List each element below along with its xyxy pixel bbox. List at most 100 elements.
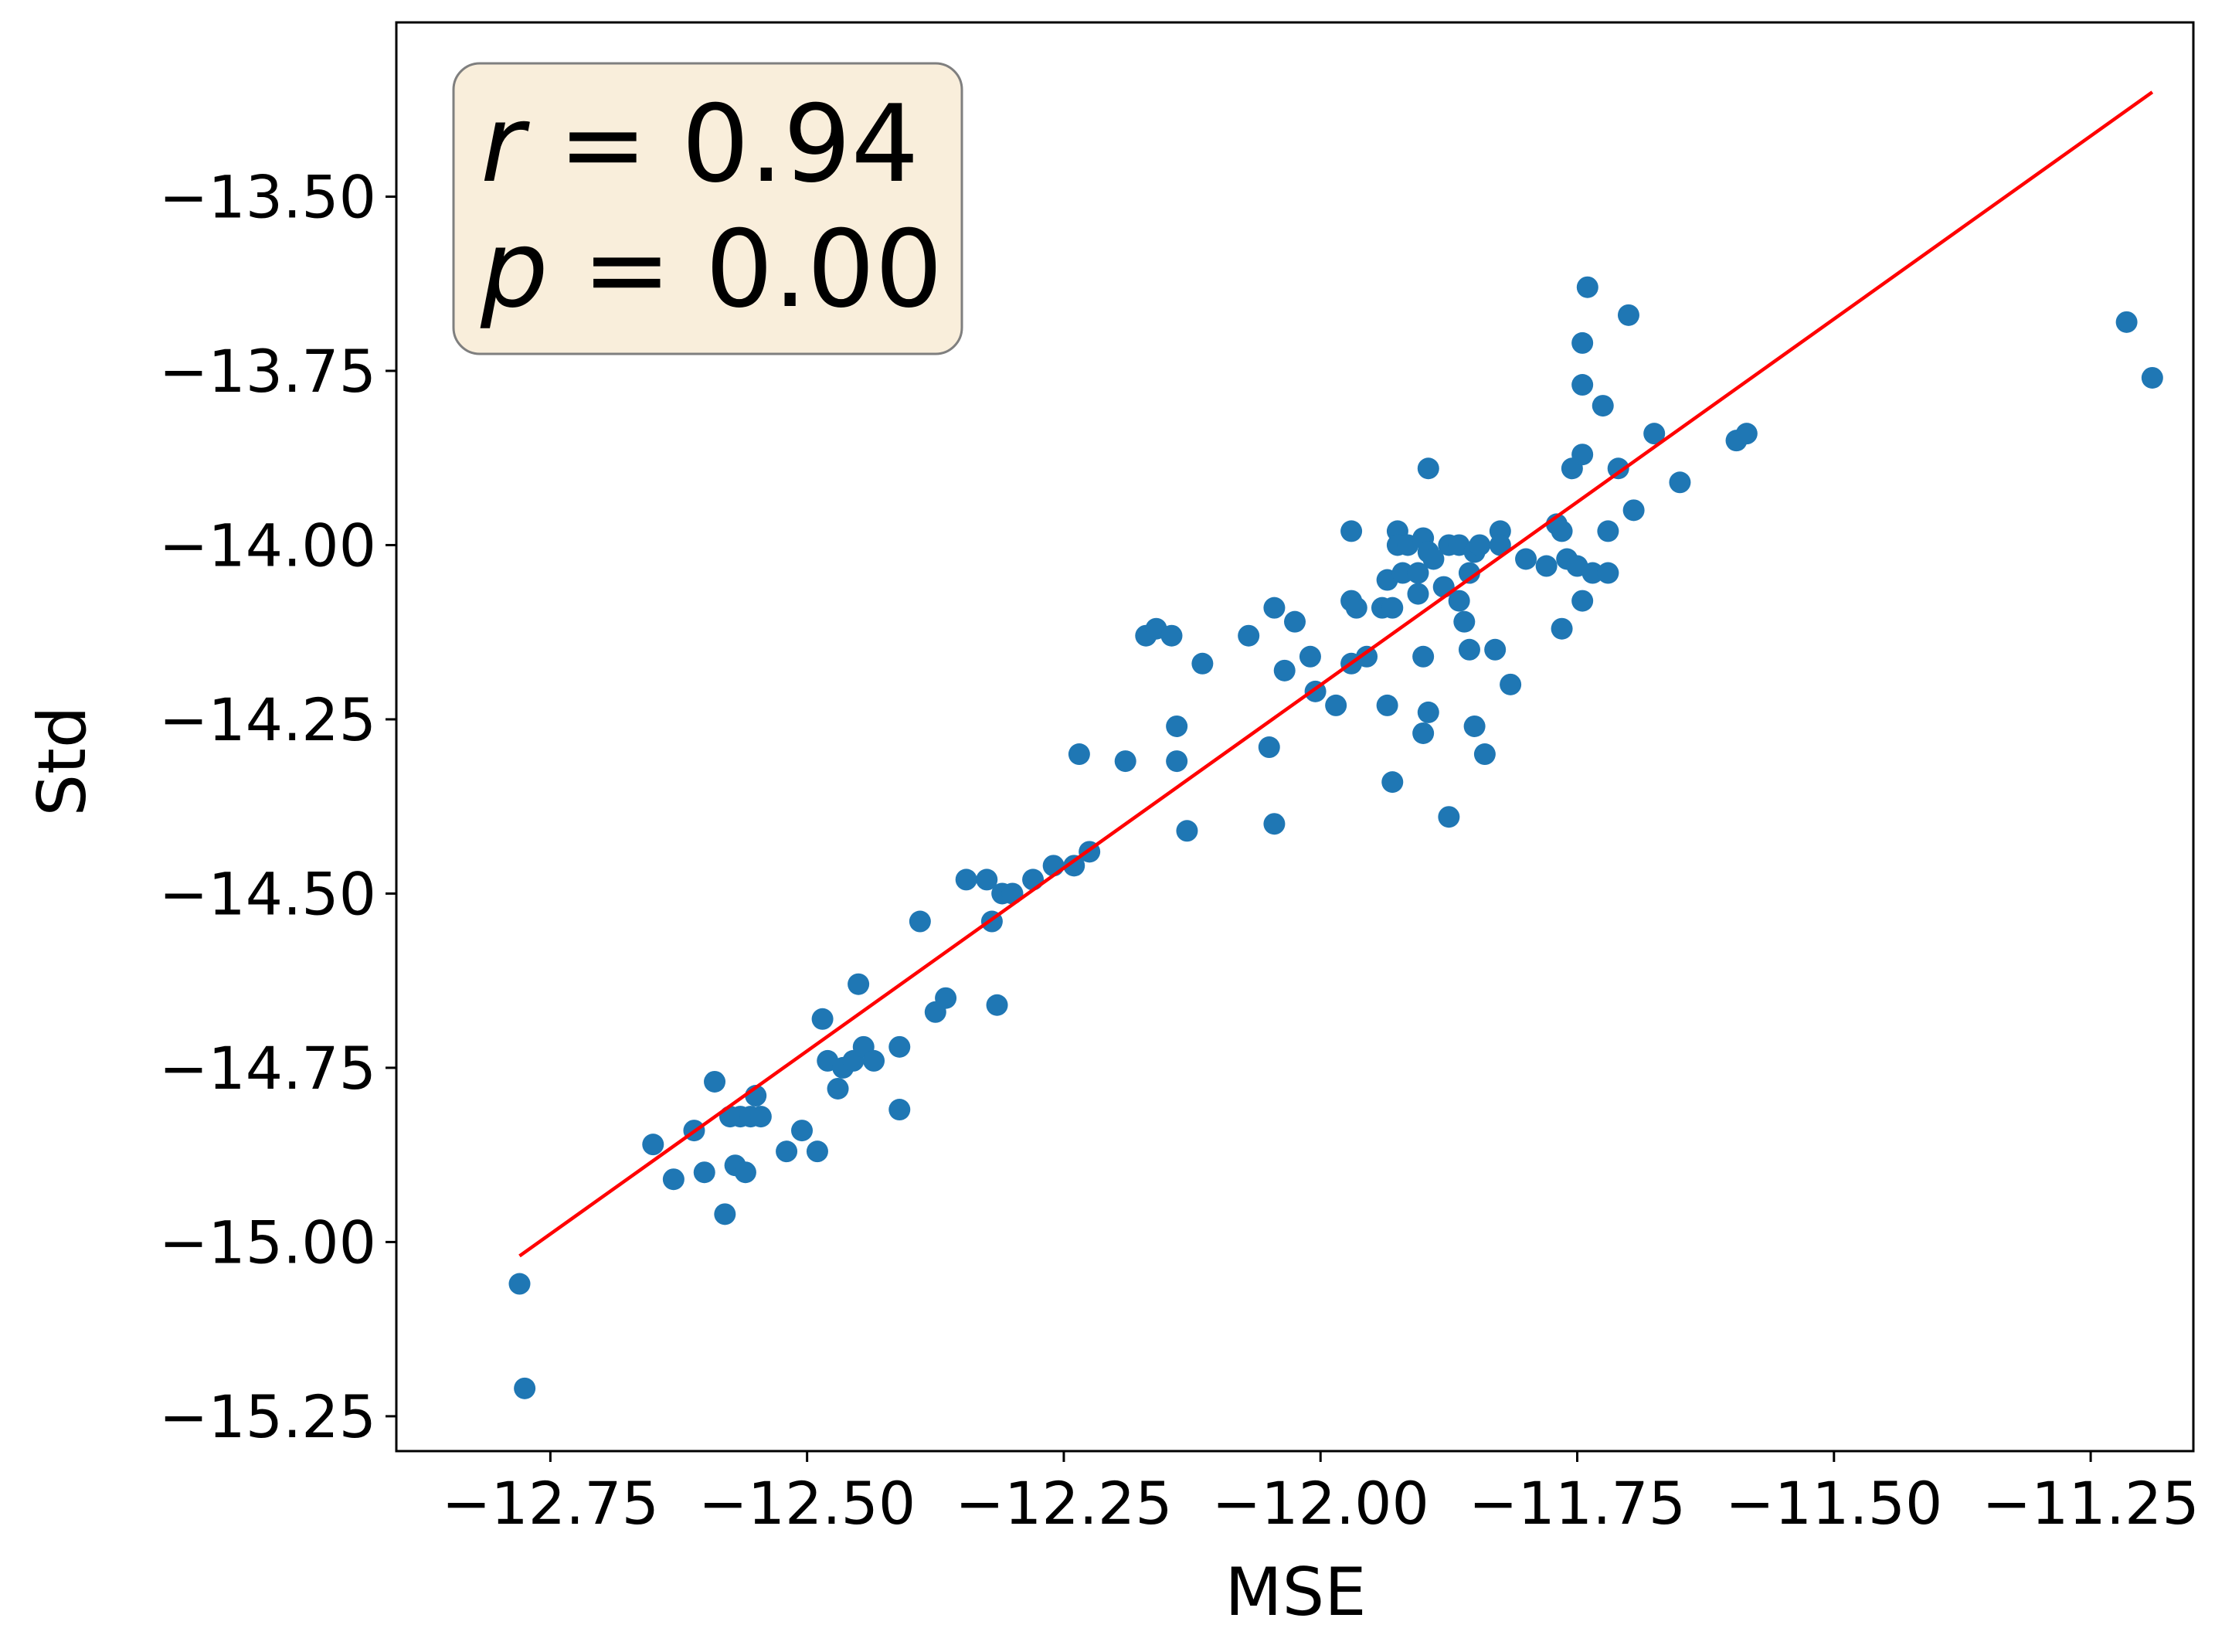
y-axis-ticks: −13.50 −13.75 −14.00 −14.25 −14.50 −14.75 −15.…	[159, 162, 396, 1451]
data-point	[1284, 610, 1306, 633]
x-tick-label: −11.50	[1725, 1469, 1942, 1538]
data-point	[1063, 855, 1085, 877]
data-point	[1417, 701, 1439, 723]
data-point	[1453, 610, 1476, 633]
x-tick-label: −12.00	[1212, 1469, 1429, 1538]
data-point	[986, 994, 1008, 1016]
p-symbol: p	[480, 207, 549, 331]
data-point	[1592, 395, 1614, 417]
data-point	[734, 1161, 756, 1184]
data-point	[848, 973, 870, 995]
data-point	[1412, 722, 1435, 744]
data-point	[1176, 820, 1198, 842]
data-point	[1489, 534, 1511, 556]
data-point	[2115, 311, 2138, 333]
data-point	[1166, 750, 1188, 773]
r-value: = 0.94	[525, 82, 919, 206]
data-point	[1581, 562, 1604, 584]
data-point	[662, 1168, 685, 1191]
stat-box: r = 0.94 p = 0.00	[452, 62, 963, 355]
data-point	[1114, 750, 1136, 773]
p-value-text: p = 0.00	[480, 207, 943, 331]
x-tick-label: −11.75	[1469, 1469, 1686, 1538]
data-point	[1643, 423, 1666, 445]
data-point	[1166, 715, 1188, 737]
data-point	[1551, 617, 1573, 640]
x-tick-label: −12.50	[698, 1469, 916, 1538]
data-point	[1500, 673, 1522, 695]
data-point	[935, 987, 957, 1009]
data-point	[1381, 597, 1404, 619]
data-point	[863, 1049, 885, 1072]
data-point	[827, 1077, 849, 1100]
data-point	[1345, 597, 1367, 619]
data-point	[1571, 590, 1594, 612]
data-point	[806, 1140, 828, 1163]
data-point	[1458, 562, 1480, 584]
data-point	[1263, 813, 1286, 835]
data-point	[1376, 694, 1398, 716]
data-point	[955, 868, 977, 891]
r-value-text: r = 0.94	[481, 82, 919, 206]
data-point	[1617, 304, 1639, 326]
data-point	[1022, 868, 1045, 891]
data-point	[1340, 520, 1363, 542]
y-tick-label: −13.75	[159, 337, 376, 406]
y-tick-label: −14.75	[159, 1034, 376, 1103]
data-point	[749, 1106, 772, 1128]
data-point	[1484, 638, 1507, 661]
data-point	[1597, 562, 1619, 584]
r-symbol: r	[481, 82, 530, 206]
data-point	[1356, 645, 1378, 668]
data-point	[704, 1070, 726, 1093]
data-point	[776, 1140, 798, 1163]
data-point	[1515, 548, 1537, 570]
x-tick-label: −11.25	[1982, 1469, 2199, 1538]
data-point	[1571, 444, 1594, 466]
data-point	[1191, 652, 1214, 675]
data-point	[1258, 736, 1280, 759]
data-point	[1238, 624, 1260, 647]
data-point	[1571, 331, 1594, 354]
data-point	[1458, 638, 1480, 661]
data-point	[1263, 597, 1286, 619]
y-tick-label: −15.00	[159, 1208, 376, 1276]
data-point	[1597, 520, 1619, 542]
data-point	[1571, 374, 1594, 396]
data-point	[714, 1203, 736, 1225]
data-point	[1160, 624, 1183, 647]
data-point	[1422, 548, 1445, 570]
y-tick-label: −14.00	[159, 511, 376, 580]
data-point	[1535, 555, 1558, 577]
data-point	[1407, 562, 1429, 584]
data-point	[909, 910, 931, 933]
data-point	[693, 1161, 715, 1184]
regression-line	[518, 90, 2154, 1258]
data-point	[1473, 743, 1496, 766]
stat-box-background	[452, 62, 963, 355]
y-axis-title: Std	[24, 706, 101, 817]
data-point	[1273, 659, 1296, 682]
data-point	[1438, 806, 1460, 828]
x-axis-title: MSE	[1225, 1554, 1366, 1631]
data-point	[976, 868, 998, 891]
data-point	[1463, 715, 1486, 737]
data-point	[1407, 583, 1429, 605]
data-point	[1551, 520, 1573, 542]
data-point	[514, 1377, 536, 1399]
x-axis-ticks: −12.75 −12.50 −12.25 −12.00 −11.75 −11.50 −11.…	[442, 1451, 2200, 1538]
data-point	[1381, 771, 1404, 794]
y-tick-label: −15.25	[159, 1382, 376, 1451]
data-point	[1417, 457, 1439, 480]
data-point	[1391, 562, 1414, 584]
data-point	[791, 1120, 814, 1142]
data-point	[1412, 645, 1435, 668]
p-value: = 0.00	[549, 207, 943, 331]
data-point	[642, 1134, 664, 1156]
y-tick-label: −13.50	[159, 162, 376, 231]
data-point	[1448, 590, 1470, 612]
data-point	[508, 1273, 531, 1295]
